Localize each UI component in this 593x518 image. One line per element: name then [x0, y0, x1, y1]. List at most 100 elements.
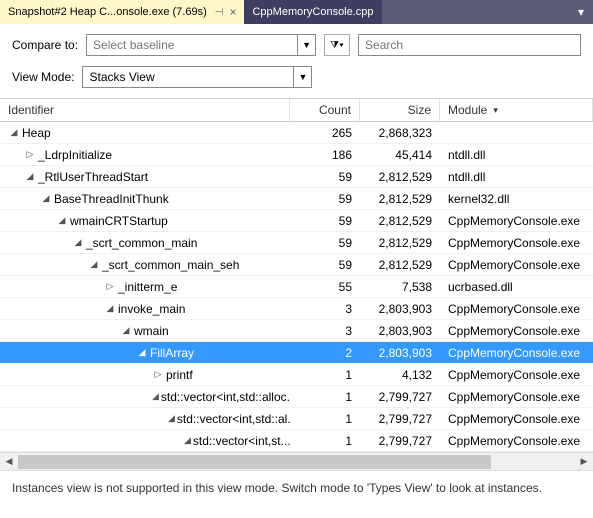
expand-icon[interactable]: ◢ — [8, 127, 20, 138]
identifier-label: _LdrpInitialize — [38, 148, 112, 162]
scroll-right-icon[interactable]: ▶ — [575, 453, 593, 471]
close-icon[interactable]: × — [229, 5, 236, 19]
expand-icon[interactable]: ◢ — [184, 435, 191, 446]
header-module[interactable]: Module ▾ — [440, 99, 593, 121]
module-cell: CppMemoryConsole.exe — [440, 390, 593, 404]
size-cell: 2,803,903 — [360, 324, 440, 338]
module-cell: CppMemoryConsole.exe — [440, 412, 593, 426]
expand-icon[interactable]: ◢ — [120, 325, 132, 336]
viewmode-input[interactable] — [83, 67, 293, 87]
identifier-label: wmain — [134, 324, 169, 338]
count-cell: 1 — [290, 412, 360, 426]
scroll-track[interactable] — [18, 453, 575, 471]
scroll-thumb[interactable] — [18, 455, 491, 469]
size-cell: 2,799,727 — [360, 412, 440, 426]
module-cell: ucrbased.dll — [440, 280, 593, 294]
baseline-input[interactable] — [87, 35, 297, 55]
size-cell: 2,812,529 — [360, 192, 440, 206]
identifier-cell: ◢invoke_main — [0, 302, 290, 316]
chevron-down-icon[interactable]: ▼ — [293, 67, 311, 87]
tab-snapshot[interactable]: Snapshot#2 Heap C...onsole.exe (7.69s) ⊣… — [0, 0, 244, 24]
module-cell: CppMemoryConsole.exe — [440, 434, 593, 448]
table-row[interactable]: ◢std::vector<int,std::alloc...12,799,727… — [0, 386, 593, 408]
tab-source-label: CppMemoryConsole.cpp — [252, 6, 373, 18]
table-row[interactable]: ◢std::vector<int,st...12,799,727CppMemor… — [0, 430, 593, 452]
size-cell: 4,132 — [360, 368, 440, 382]
table-row[interactable]: ◢_scrt_common_main_seh592,812,529CppMemo… — [0, 254, 593, 276]
header-size[interactable]: Size — [360, 99, 440, 121]
horizontal-scrollbar[interactable]: ◀ ▶ — [0, 452, 593, 470]
size-cell: 2,868,323 — [360, 126, 440, 140]
identifier-cell: ▷printf — [0, 368, 290, 382]
identifier-cell: ▷_LdrpInitialize — [0, 148, 290, 162]
tab-source[interactable]: CppMemoryConsole.cpp — [244, 0, 381, 24]
expand-icon[interactable]: ◢ — [152, 391, 159, 402]
size-cell: 2,812,529 — [360, 258, 440, 272]
compare-label: Compare to: — [12, 38, 78, 52]
table-row[interactable]: ◢FillArray22,803,903CppMemoryConsole.exe — [0, 342, 593, 364]
identifier-label: invoke_main — [118, 302, 185, 316]
table-row[interactable]: ◢BaseThreadInitThunk592,812,529kernel32.… — [0, 188, 593, 210]
identifier-cell: ◢std::vector<int,std::al... — [0, 412, 290, 426]
identifier-label: Heap — [22, 126, 51, 140]
expand-icon[interactable]: ▷ — [104, 281, 116, 292]
identifier-cell: ◢std::vector<int,st... — [0, 434, 290, 448]
identifier-label: BaseThreadInitThunk — [54, 192, 169, 206]
expand-icon[interactable]: ◢ — [88, 259, 100, 270]
table-row[interactable]: ◢_RtlUserThreadStart592,812,529ntdll.dll — [0, 166, 593, 188]
pin-icon[interactable]: ⊣ — [215, 7, 224, 18]
expand-icon[interactable]: ◢ — [40, 193, 52, 204]
size-cell: 2,812,529 — [360, 214, 440, 228]
table-row[interactable]: ◢wmainCRTStartup592,812,529CppMemoryCons… — [0, 210, 593, 232]
module-cell: ntdll.dll — [440, 170, 593, 184]
count-cell: 3 — [290, 302, 360, 316]
module-cell: CppMemoryConsole.exe — [440, 258, 593, 272]
count-cell: 186 — [290, 148, 360, 162]
size-cell: 2,803,903 — [360, 346, 440, 360]
expand-icon[interactable]: ▷ — [24, 149, 36, 160]
size-cell: 2,803,903 — [360, 302, 440, 316]
table-row[interactable]: ▷_LdrpInitialize18645,414ntdll.dll — [0, 144, 593, 166]
header-identifier[interactable]: Identifier — [0, 99, 290, 121]
tabbar-menu-icon[interactable]: ▾ — [569, 0, 593, 24]
baseline-combo[interactable]: ▼ — [86, 34, 316, 56]
size-cell: 45,414 — [360, 148, 440, 162]
identifier-cell: ◢_scrt_common_main — [0, 236, 290, 250]
expand-icon[interactable]: ◢ — [24, 171, 36, 182]
expand-icon[interactable]: ◢ — [104, 303, 116, 314]
module-cell: CppMemoryConsole.exe — [440, 236, 593, 250]
count-cell: 55 — [290, 280, 360, 294]
expand-icon[interactable]: ◢ — [136, 347, 148, 358]
toolbar: Compare to: ▼ ⧩▾ — [0, 24, 593, 60]
size-cell: 2,799,727 — [360, 434, 440, 448]
chevron-down-icon[interactable]: ▼ — [297, 35, 315, 55]
expand-icon[interactable]: ▷ — [152, 369, 164, 380]
header-count[interactable]: Count — [290, 99, 360, 121]
table-row[interactable]: ◢invoke_main32,803,903CppMemoryConsole.e… — [0, 298, 593, 320]
identifier-label: std::vector<int,st... — [193, 434, 290, 448]
search-input[interactable] — [358, 34, 581, 56]
table-row[interactable]: ▷_initterm_e557,538ucrbased.dll — [0, 276, 593, 298]
tab-snapshot-label: Snapshot#2 Heap C...onsole.exe (7.69s) — [8, 6, 207, 18]
filter-button[interactable]: ⧩▾ — [324, 34, 350, 56]
expand-icon[interactable]: ◢ — [56, 215, 68, 226]
table-row[interactable]: ◢std::vector<int,std::al...12,799,727Cpp… — [0, 408, 593, 430]
identifier-cell: ◢_scrt_common_main_seh — [0, 258, 290, 272]
module-cell: CppMemoryConsole.exe — [440, 346, 593, 360]
count-cell: 265 — [290, 126, 360, 140]
count-cell: 1 — [290, 434, 360, 448]
expand-icon[interactable]: ◢ — [168, 413, 175, 424]
table-row[interactable]: ◢Heap 2652,868,323 — [0, 122, 593, 144]
table-row[interactable]: ◢wmain32,803,903CppMemoryConsole.exe — [0, 320, 593, 342]
scroll-left-icon[interactable]: ◀ — [0, 453, 18, 471]
table-row[interactable]: ◢_scrt_common_main592,812,529CppMemoryCo… — [0, 232, 593, 254]
identifier-label: _scrt_common_main_seh — [102, 258, 239, 272]
viewmode-combo[interactable]: ▼ — [82, 66, 312, 88]
tab-bar: Snapshot#2 Heap C...onsole.exe (7.69s) ⊣… — [0, 0, 593, 24]
identifier-cell: ◢FillArray — [0, 346, 290, 360]
count-cell: 1 — [290, 368, 360, 382]
expand-icon[interactable]: ◢ — [72, 237, 84, 248]
table-row[interactable]: ▷printf14,132CppMemoryConsole.exe — [0, 364, 593, 386]
identifier-cell: ▷_initterm_e — [0, 280, 290, 294]
funnel-icon: ⧩▾ — [330, 40, 344, 51]
